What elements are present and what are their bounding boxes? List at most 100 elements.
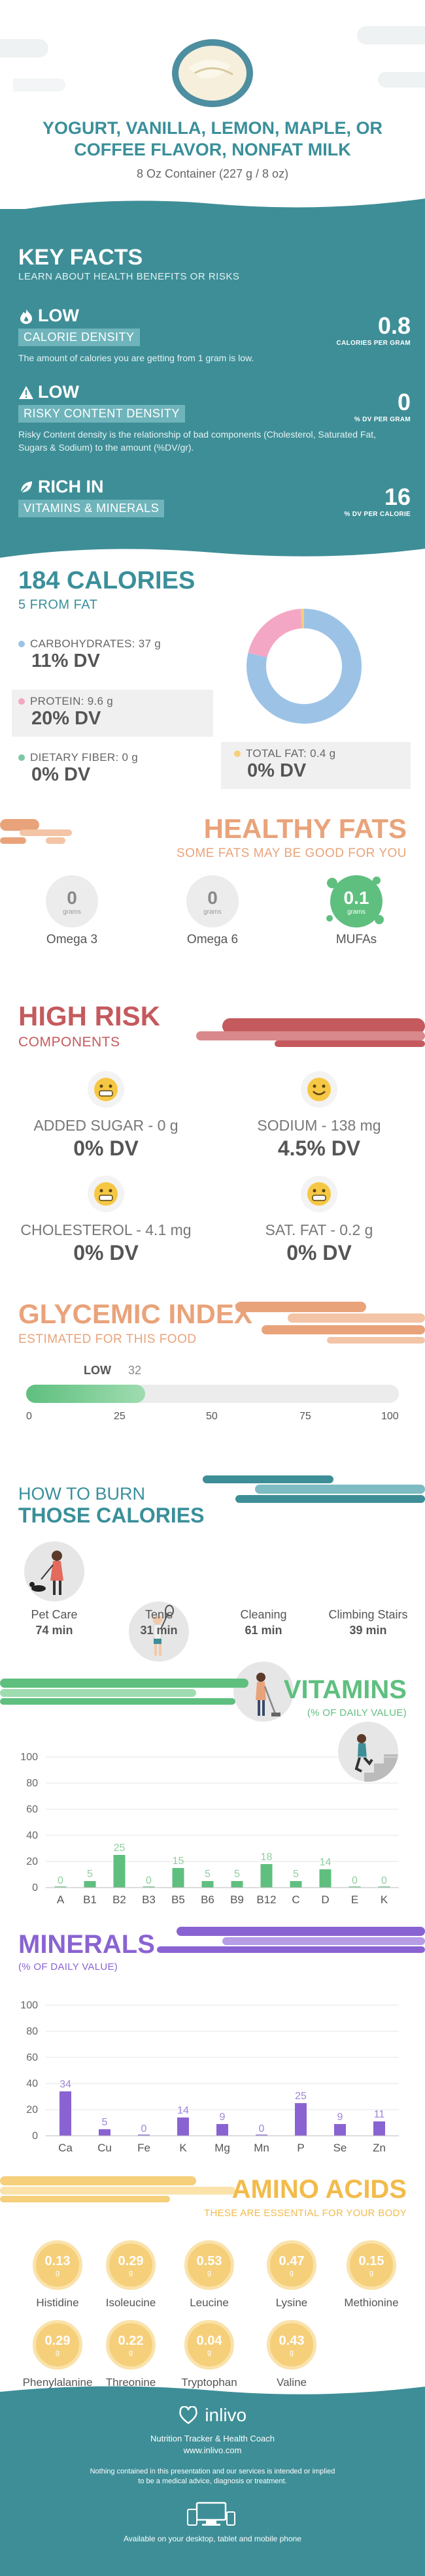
fat-dv: 0% DV [247, 760, 307, 781]
y-tick-label: 60 [26, 1804, 38, 1815]
bar-Fe [138, 2134, 150, 2136]
bar-Cu [99, 2129, 110, 2136]
amino-value-circle: 0.43 g [267, 2320, 316, 2370]
fact-label: RISKY CONTENT DENSITY [18, 405, 185, 423]
footer: inlivo Nutrition Tracker & Health Coach … [0, 2397, 425, 2576]
fact-description: The amount of calories you are getting f… [18, 353, 254, 363]
y-tick-label: 80 [26, 1778, 38, 1789]
bar-B3 [143, 1886, 155, 1888]
data-label: 34 [60, 2079, 71, 2090]
bar-B6 [201, 1881, 214, 1888]
climbing-stairs-minutes: 39 min [349, 1624, 387, 1637]
x-tick-label: B12 [256, 1893, 276, 1906]
pet-care-icon [24, 1541, 84, 1602]
footer-tagline: Nutrition Tracker & Health Coach [150, 2434, 275, 2443]
y-tick-label: 100 [20, 1752, 38, 1763]
minerals-subtitle: (% OF DAILY VALUE) [18, 1961, 118, 1972]
devices-icon [0, 2502, 425, 2531]
glycemic-track [26, 1385, 399, 1403]
climbing-stairs-label: Climbing Stairs [328, 1608, 408, 1621]
x-tick-label: B2 [112, 1893, 126, 1906]
cholesterol-dv: 0% DV [73, 1241, 139, 1264]
carbs-dot-icon [18, 641, 25, 647]
y-tick-label: 40 [26, 2078, 38, 2089]
fact-unit: % DV PER GRAM [354, 416, 411, 423]
high-risk-title: HIGH RISK [18, 1001, 161, 1031]
scale-tick: 75 [299, 1411, 311, 1422]
disclaimer-line1: Nothing contained in this presentation a… [90, 2468, 335, 2475]
x-tick-label: B9 [230, 1893, 244, 1906]
donut-slice-fat [301, 609, 304, 629]
flame-icon [18, 308, 34, 324]
fact-unit: CALORIES PER GRAM [336, 340, 411, 347]
bar-B5 [172, 1868, 184, 1888]
amino-label: Histidine [36, 2296, 79, 2309]
y-tick-label: 20 [26, 1856, 38, 1867]
bar-E [348, 1886, 361, 1888]
amino-grid: 0.13 g Histidine 0.29 g Isoleucine 0.53 g Leucin… [0, 2240, 425, 2391]
y-tick-label: 80 [26, 2026, 38, 2037]
amino-subtitle: THESE ARE ESSENTIAL FOR YOUR BODY [204, 2208, 407, 2219]
nutrient-fat: TOTAL FAT: 0.4 g 0% DV [221, 742, 411, 789]
amino-label: Phenylalanine [22, 2376, 93, 2389]
x-tick-label: K [381, 1893, 388, 1906]
pet-care-label: Pet Care [31, 1608, 78, 1621]
data-label: 5 [87, 1869, 93, 1880]
x-tick-label: Ca [58, 2142, 73, 2154]
scale-tick: 50 [206, 1411, 218, 1422]
footer-url[interactable]: www.inlivo.com [183, 2445, 242, 2455]
data-label: 11 [374, 2109, 385, 2120]
bar-Mn [256, 2134, 267, 2136]
amino-label: Threonine [105, 2376, 156, 2389]
fats-decor [0, 819, 72, 844]
added-sugar-label: ADDED SUGAR - 0 g [33, 1117, 178, 1134]
amino-value-circle: 0.47 g [267, 2240, 316, 2290]
x-tick-label: A [57, 1893, 65, 1906]
amino-label: Lysine [275, 2296, 308, 2309]
x-tick-label: B5 [171, 1893, 185, 1906]
x-tick-label: C [292, 1893, 299, 1906]
protein-dv: 20% DV [31, 708, 101, 729]
fat-dot-icon [234, 750, 241, 757]
mufas-label: MUFAs [335, 933, 377, 946]
data-label: 0 [146, 1875, 152, 1886]
sat-fat-dv: 0% DV [286, 1241, 352, 1264]
data-label: 5 [234, 1869, 240, 1880]
y-tick-label: 0 [32, 1882, 38, 1893]
tennis-icon [129, 1602, 189, 1662]
sodium-label: SODIUM - 138 mg [257, 1117, 381, 1134]
x-tick-label: B6 [201, 1893, 214, 1906]
glycemic-value: 32 [128, 1364, 142, 1377]
y-tick-label: 40 [26, 1830, 38, 1841]
burn-title-line1: HOW TO BURN [18, 1484, 146, 1504]
high-risk-subtitle: COMPONENTS [18, 1035, 120, 1050]
x-tick-label: K [179, 2142, 187, 2154]
bar-Mg [216, 2124, 228, 2136]
bar-K [378, 1886, 390, 1888]
amino-decor [0, 2176, 235, 2202]
leaf-icon [18, 479, 34, 495]
minerals-decor [157, 1927, 425, 1953]
fact-label: CALORIE DENSITY [18, 329, 140, 346]
tennis-minutes: 31 min [140, 1624, 178, 1637]
amino-label: Methionine [344, 2296, 399, 2309]
amino-label: Leucine [190, 2296, 229, 2309]
glycemic-scale: 0 25 50 75 100 [26, 1411, 399, 1424]
amino-title: AMINO ACIDS [231, 2175, 407, 2204]
omega6-circle: 0 grams [186, 875, 239, 927]
macro-donut-chart [246, 609, 362, 724]
serving-size: 8 Oz Container (227 g / 8 oz) [136, 167, 289, 180]
bar-A [54, 1886, 67, 1888]
sodium-dv: 4.5% DV [277, 1136, 361, 1160]
cleaning-label: Cleaning [240, 1608, 287, 1621]
fact-value: 0 [397, 389, 411, 415]
fact-vitamins-minerals: RICH IN VITAMINS & MINERALS 16 % DV PER … [18, 477, 411, 518]
data-label: 14 [177, 2105, 189, 2116]
brand-logo[interactable]: inlivo [0, 2405, 425, 2426]
x-tick-label: P [297, 2142, 304, 2154]
y-tick-label: 0 [32, 2131, 38, 2142]
amino-label: Tryptophan [181, 2376, 237, 2389]
key-facts-subtitle: LEARN ABOUT HEALTH BENEFITS OR RISKS [18, 271, 240, 282]
bar-P [295, 2103, 307, 2136]
bar-B9 [231, 1881, 243, 1888]
